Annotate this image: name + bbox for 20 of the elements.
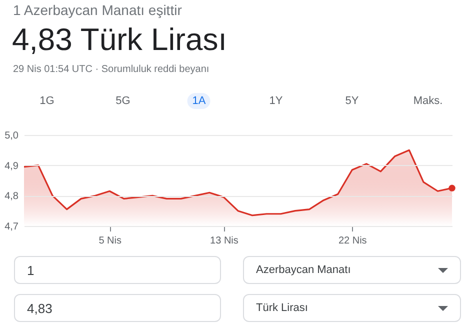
y-tick-label: 5,0 bbox=[4, 130, 19, 142]
text: 5G bbox=[114, 94, 132, 109]
y-tick-label: 4,9 bbox=[4, 160, 19, 172]
x-tick-label: 13 Nis bbox=[210, 236, 238, 246]
y-tick-label: 4,8 bbox=[4, 191, 19, 202]
text: 1G bbox=[38, 94, 56, 109]
x-tick-label: 5 Nis bbox=[98, 236, 122, 246]
text: Maks. bbox=[412, 94, 444, 109]
text: 5Y bbox=[344, 94, 360, 109]
chart-title: 4,83 Türk Lirası bbox=[12, 22, 227, 58]
text: 29 Nis 01:54 UTC · Sorumluluk reddi beyanı bbox=[13, 64, 210, 75]
text: 1Y bbox=[268, 94, 284, 109]
text: 1A bbox=[187, 93, 211, 109]
dropdown-field: Türk Lirası bbox=[243, 294, 461, 322]
chart-subtitle: 1 Azerbaycan Manatı eşittir bbox=[13, 2, 182, 18]
dropdown-field: Azerbaycan Manatı bbox=[243, 256, 461, 284]
input-field: 1 bbox=[14, 256, 221, 284]
y-tick-label: 4,7 bbox=[4, 222, 19, 232]
x-tick-label: 22 Nis bbox=[338, 236, 367, 246]
input-field: 4,83 bbox=[14, 294, 221, 322]
